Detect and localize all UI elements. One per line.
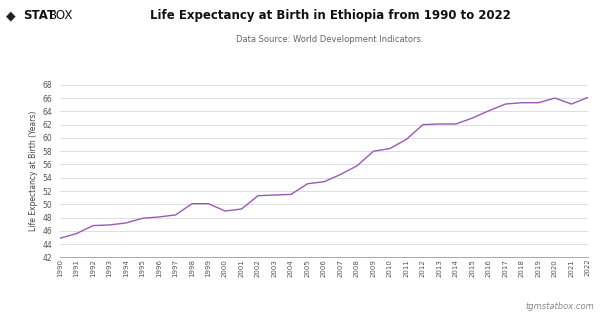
Text: Data Source: World Development Indicators.: Data Source: World Development Indicator… <box>236 35 424 44</box>
Y-axis label: Life Expectancy at Birth (Years): Life Expectancy at Birth (Years) <box>29 111 38 231</box>
Text: STAT: STAT <box>23 9 55 22</box>
Text: tgmstatbox.com: tgmstatbox.com <box>525 302 594 311</box>
Text: Life Expectancy at Birth in Ethiopia from 1990 to 2022: Life Expectancy at Birth in Ethiopia fro… <box>149 9 511 22</box>
Text: BOX: BOX <box>49 9 74 22</box>
Text: ◆: ◆ <box>6 9 16 22</box>
